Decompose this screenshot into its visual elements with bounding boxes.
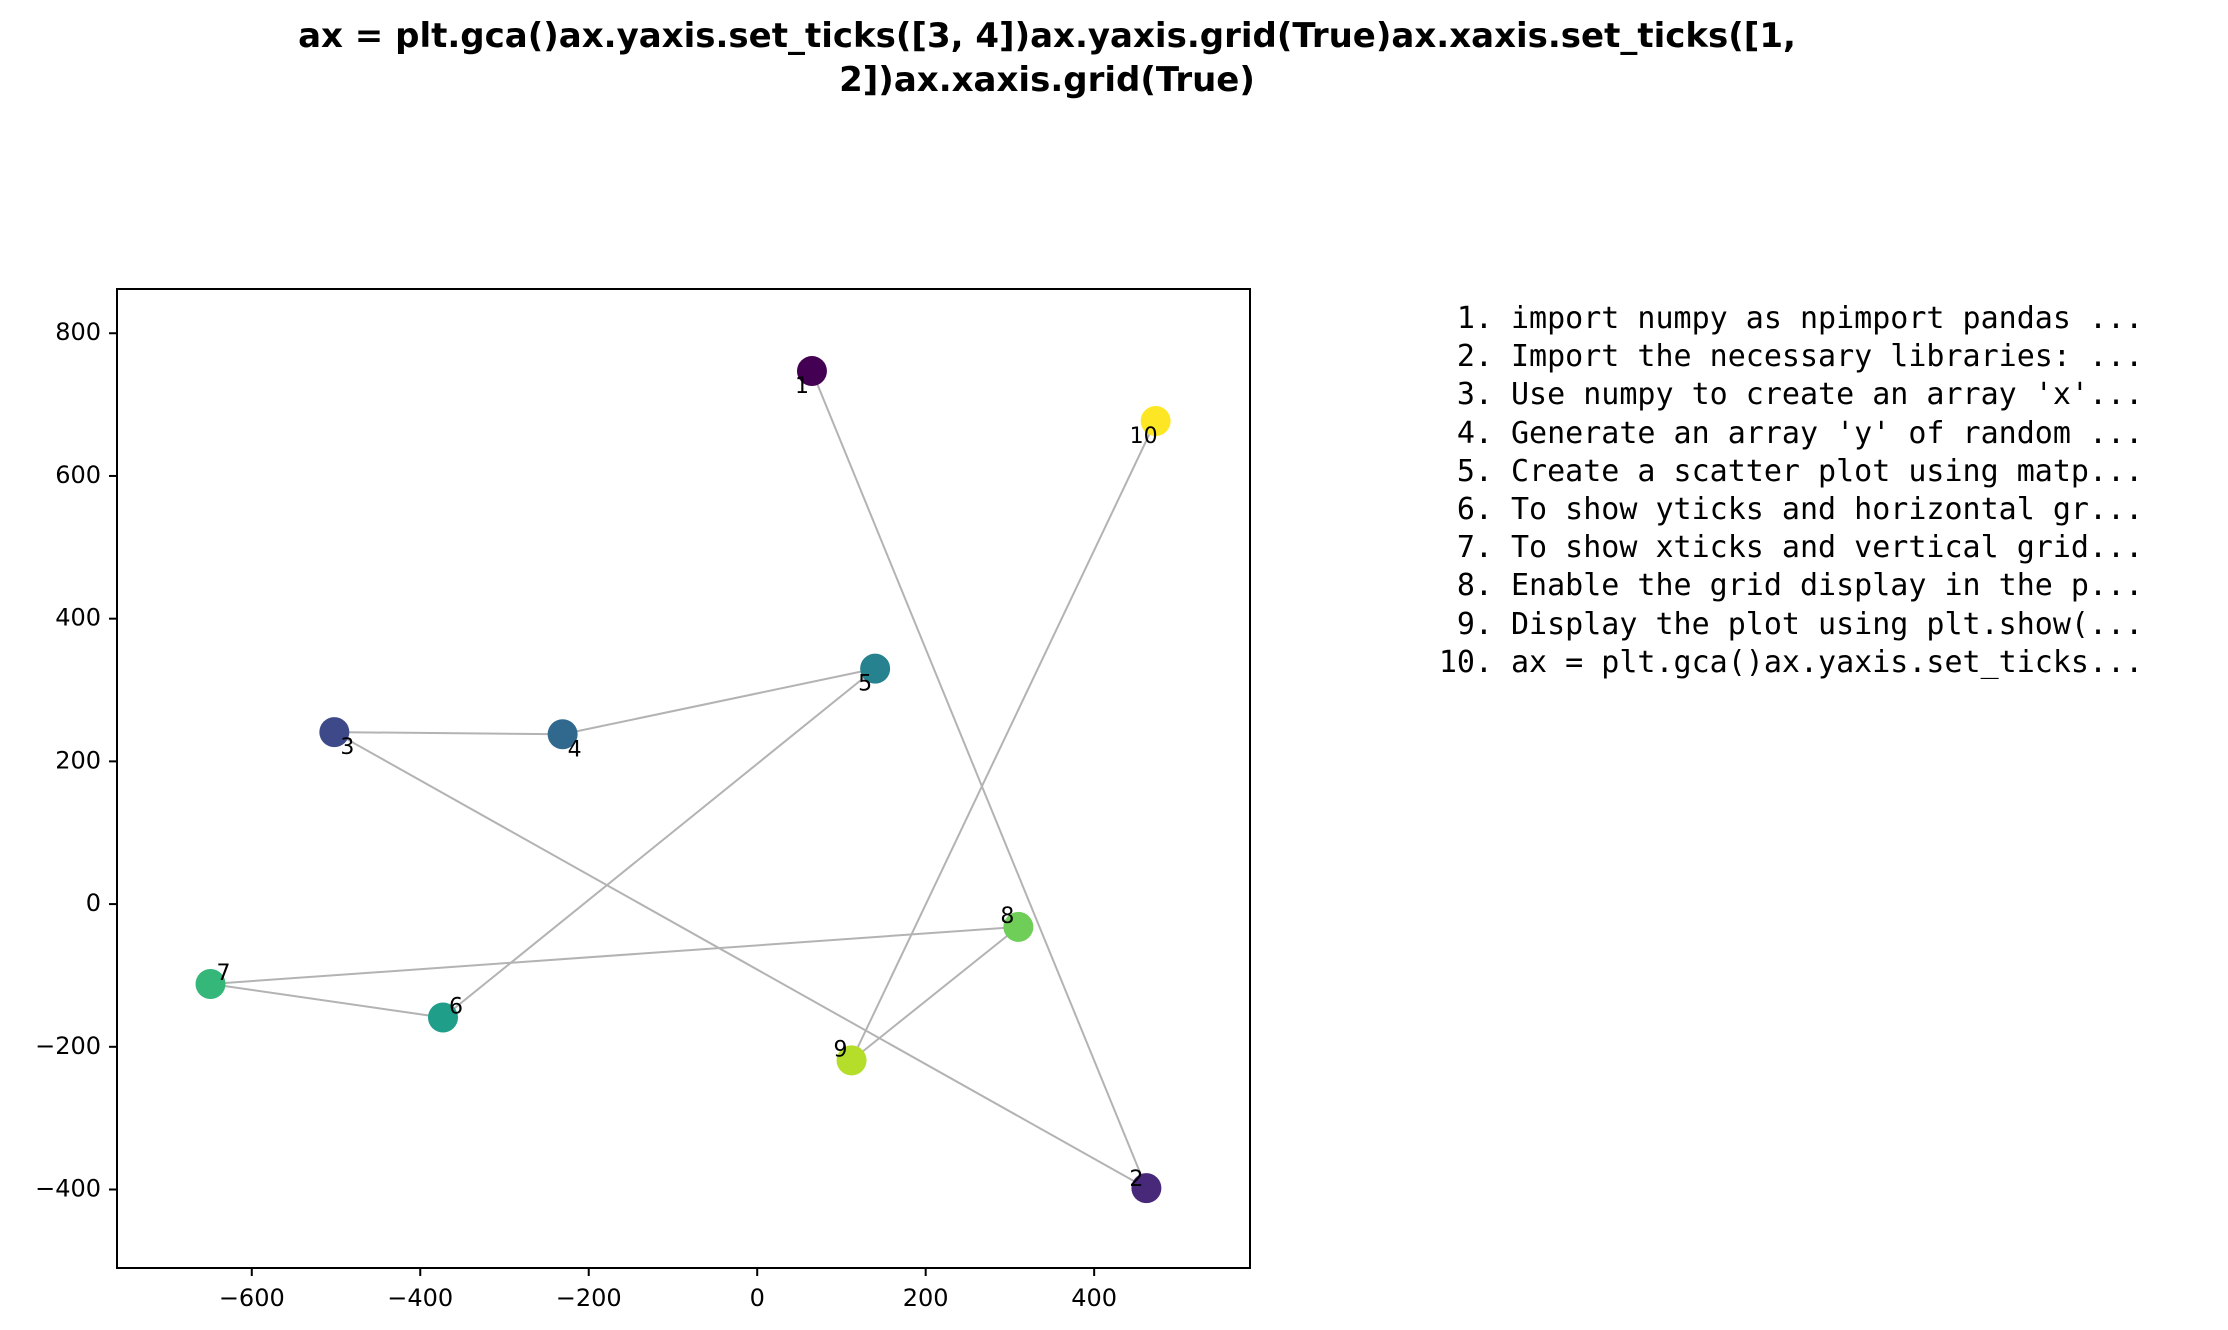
- x-tick-label: 0: [750, 1284, 765, 1312]
- point-label-9: 9: [834, 1037, 848, 1062]
- step-text: To show yticks and horizontal gr...: [1511, 492, 2144, 528]
- data-point-9: [836, 1045, 867, 1076]
- point-label-4: 4: [568, 737, 582, 762]
- data-point-2: [1131, 1173, 1162, 1204]
- x-tick-label: −400: [387, 1284, 453, 1312]
- data-points: [195, 356, 1171, 1204]
- step-item: 2. Import the necessary libraries: ...: [1405, 338, 2143, 376]
- step-text: import numpy as npimport pandas ...: [1511, 301, 2144, 336]
- x-tick-label: 400: [1071, 1284, 1117, 1312]
- connector-line: [850, 420, 1157, 1061]
- step-number: 1.: [1456, 301, 1493, 336]
- connector-line: [210, 925, 1019, 986]
- x-tick-label: 200: [903, 1284, 949, 1312]
- step-text: Generate an array 'y' of random ...: [1511, 415, 2144, 451]
- step-item: 8. Enable the grid display in the p...: [1405, 567, 2143, 605]
- data-point-10: [1140, 406, 1171, 437]
- step-item: 10. ax = plt.gca()ax.yaxis.set_ticks...: [1405, 644, 2143, 682]
- connector-line: [442, 667, 876, 1019]
- x-tick-label: −600: [219, 1284, 285, 1312]
- point-label-8: 8: [1000, 904, 1014, 929]
- step-item: 7. To show xticks and vertical grid...: [1405, 529, 2143, 567]
- step-text: Enable the grid display in the p...: [1511, 568, 2144, 604]
- step-item: 5. Create a scatter plot using matp...: [1405, 453, 2143, 491]
- point-label-3: 3: [340, 735, 354, 760]
- step-text: Display the plot using plt.show(...: [1511, 606, 2144, 642]
- data-point-6: [428, 1002, 459, 1033]
- y-tick-label: −400: [35, 1175, 101, 1203]
- step-number: 7.: [1456, 530, 1493, 566]
- chart-title-line-1: ax = plt.gca()ax.yaxis.set_ticks([3, 4])…: [298, 16, 1796, 56]
- step-number: 4.: [1456, 415, 1493, 451]
- steps-list: 1. import numpy as npimport pandas ... 2. I…: [1405, 300, 2143, 682]
- step-number: 2.: [1456, 339, 1493, 375]
- step-text: Import the necessary libraries: ...: [1511, 339, 2144, 375]
- step-number: 6.: [1456, 492, 1493, 528]
- axes-frame: [116, 288, 1251, 1269]
- point-label-1: 1: [795, 374, 809, 399]
- step-item: 4. Generate an array 'y' of random ...: [1405, 415, 2143, 453]
- data-point-8: [1003, 911, 1034, 942]
- point-label-10: 10: [1130, 424, 1158, 449]
- chart-title-line-2: 2])ax.xaxis.grid(True): [839, 60, 1255, 100]
- data-point-5: [860, 653, 891, 684]
- step-text: To show xticks and vertical grid...: [1511, 530, 2144, 566]
- step-number: 8.: [1456, 568, 1493, 604]
- step-item: 6. To show yticks and horizontal gr...: [1405, 491, 2143, 529]
- data-point-3: [319, 717, 350, 748]
- data-point-7: [195, 969, 226, 1000]
- step-item: 1. import numpy as npimport pandas ...: [1405, 300, 2143, 338]
- step-item: 3. Use numpy to create an array 'x'...: [1405, 376, 2143, 414]
- step-number: 5.: [1456, 453, 1493, 489]
- data-point-1: [796, 356, 827, 387]
- y-tick-label: 800: [55, 318, 101, 346]
- y-axis-ticks: −400 −200 0 200 400 600 800: [35, 318, 117, 1203]
- step-text: Create a scatter plot using matp...: [1511, 453, 2144, 489]
- point-labels: 1 2 3 4 5 6 7 8 9 10: [217, 374, 1158, 1192]
- y-tick-label: −200: [35, 1032, 101, 1060]
- connector-line: [210, 983, 444, 1019]
- connector-line: [562, 667, 876, 736]
- point-label-5: 5: [858, 672, 872, 697]
- step-number: 3.: [1456, 377, 1493, 413]
- connector-line: [850, 926, 1019, 1062]
- y-tick-label: 600: [55, 461, 101, 489]
- step-item: 9. Display the plot using plt.show(...: [1405, 606, 2143, 644]
- step-number: 10.: [1438, 644, 1493, 680]
- step-text: ax = plt.gca()ax.yaxis.set_ticks...: [1511, 644, 2144, 680]
- data-point-4: [547, 719, 578, 750]
- x-axis-ticks: −600 −400 −200 0 200 400: [219, 1268, 1117, 1312]
- connector-line: [811, 370, 1148, 1189]
- point-label-6: 6: [449, 995, 463, 1020]
- y-tick-label: 400: [55, 604, 101, 632]
- step-number: 9.: [1456, 606, 1493, 642]
- y-tick-label: 200: [55, 746, 101, 774]
- point-label-7: 7: [217, 961, 231, 986]
- step-text: Use numpy to create an array 'x'...: [1511, 377, 2144, 413]
- connector-line: [334, 731, 563, 736]
- y-tick-label: 0: [86, 889, 101, 917]
- x-tick-label: −200: [556, 1284, 622, 1312]
- connecting-lines: [210, 370, 1157, 1189]
- connector-line: [333, 731, 1147, 1189]
- point-label-2: 2: [1129, 1167, 1143, 1192]
